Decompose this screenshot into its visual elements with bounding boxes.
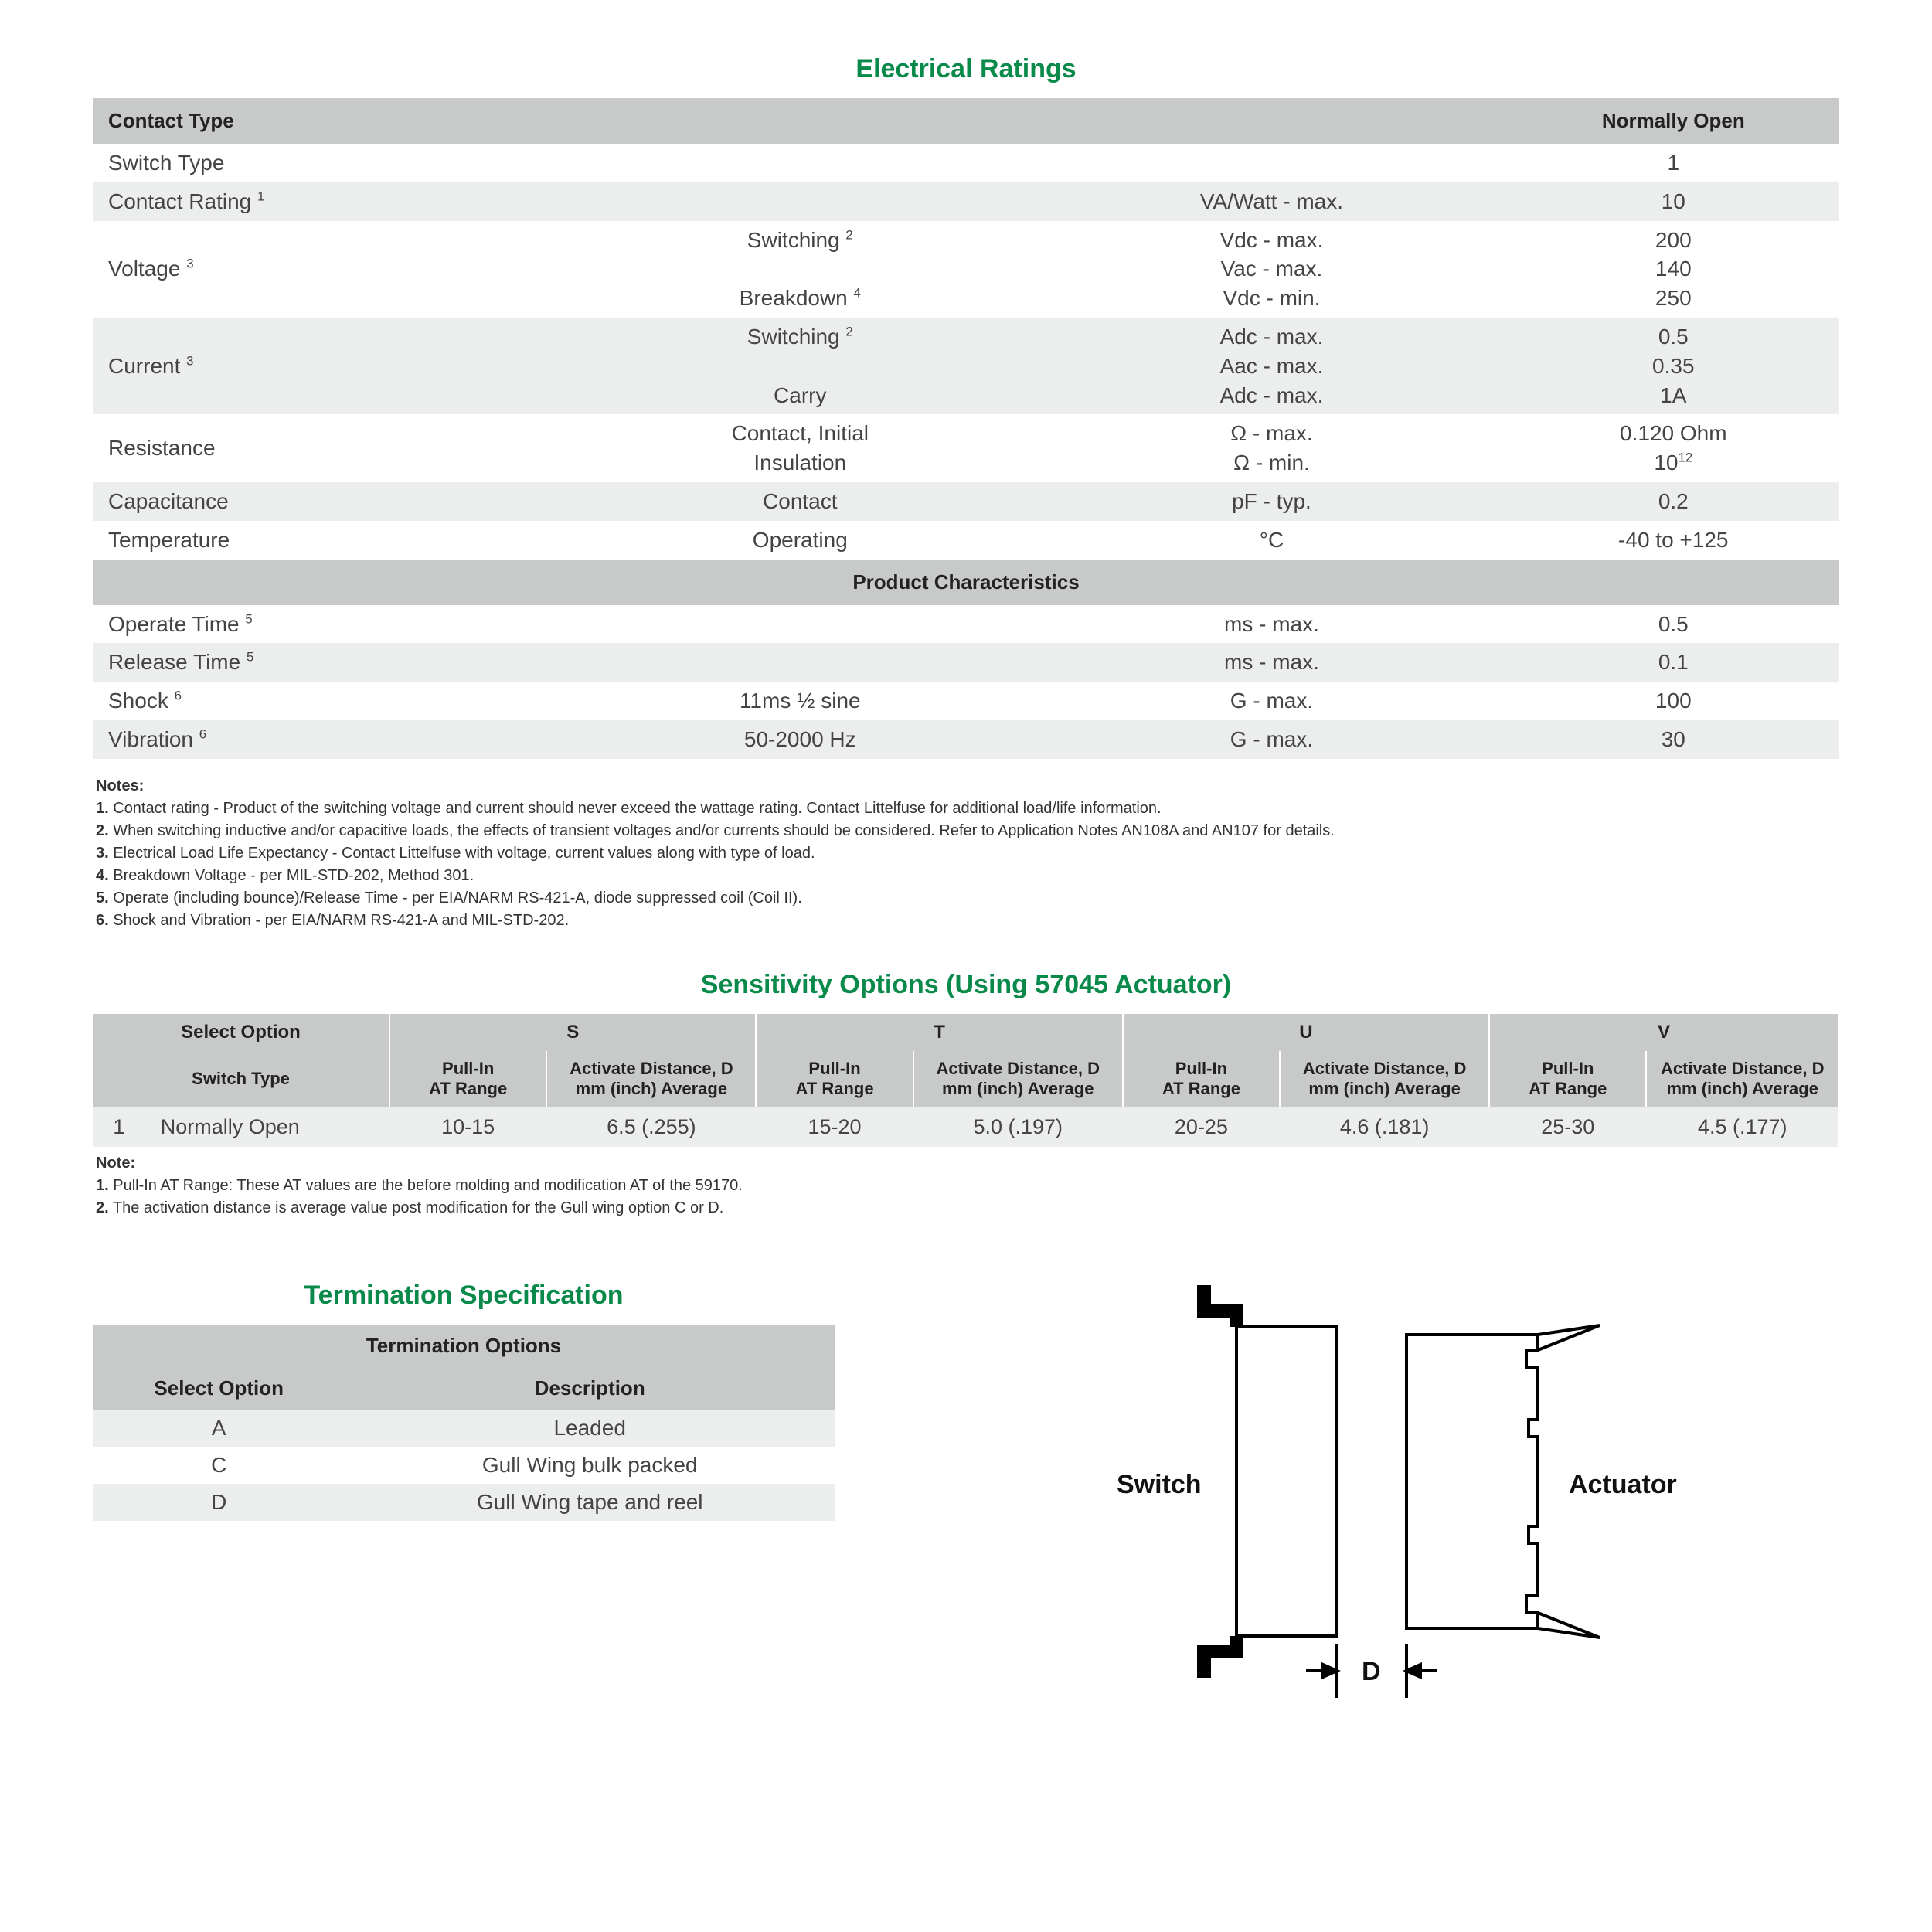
table-row: Release Time 5ms - max.0.1 — [93, 643, 1839, 682]
sensitivity-notes: Note: 1. Pull-In AT Range: These AT valu… — [96, 1153, 1836, 1219]
sens-row-1: 1 Normally Open 10-156.5 (.255) 15-205.0… — [93, 1107, 1838, 1147]
electrical-ratings-title: Electrical Ratings — [93, 54, 1839, 84]
electrical-ratings-table: Contact Type Normally Open Switch Type1C… — [93, 98, 1839, 759]
actuator-label: Actuator — [1569, 1470, 1677, 1499]
sens-opt-s: S — [389, 1014, 756, 1051]
termination-table: Termination Options Select Option Descri… — [93, 1325, 835, 1521]
term-col-select: Select Option — [93, 1367, 345, 1410]
table-row: Current 3Switching 2CarryAdc - max.Aac -… — [93, 318, 1839, 414]
termination-title: Termination Specification — [93, 1281, 835, 1311]
sens-select-option: Select Option — [93, 1014, 389, 1051]
table-row: Shock 611ms ½ sineG - max.100 — [93, 682, 1839, 720]
col-normally-open: Normally Open — [1508, 98, 1839, 144]
term-col-desc: Description — [345, 1367, 835, 1410]
table-row: Vibration 650-2000 HzG - max.30 — [93, 720, 1839, 759]
sens-opt-u: U — [1123, 1014, 1489, 1051]
sens-switch-type: Switch Type — [93, 1051, 389, 1107]
col-contact-type: Contact Type — [93, 98, 1508, 144]
table-row: Voltage 3Switching 2Breakdown 4Vdc - max… — [93, 221, 1839, 318]
electrical-notes: Notes: 1. Contact rating - Product of th… — [96, 776, 1836, 931]
switch-label: Switch — [1117, 1470, 1202, 1499]
sens-dist: Activate Distance, Dmm (inch) Average — [546, 1051, 756, 1107]
table-row: Switch Type1 — [93, 144, 1839, 182]
table-row: ALeaded — [93, 1410, 835, 1447]
sensitivity-title: Sensitivity Options (Using 57045 Actuato… — [93, 970, 1839, 1000]
table-row: DGull Wing tape and reel — [93, 1484, 835, 1521]
sens-opt-v: V — [1489, 1014, 1838, 1051]
sensitivity-table: Select Option S T U V Switch Type Pull-I… — [93, 1014, 1839, 1147]
table-row: CapacitanceContactpF - typ.0.2 — [93, 482, 1839, 521]
sens-pullin: Pull-InAT Range — [389, 1051, 546, 1107]
d-label: D — [1362, 1657, 1381, 1686]
product-characteristics-header: Product Characteristics — [93, 560, 1839, 605]
table-row: Operate Time 5ms - max.0.5 — [93, 605, 1839, 644]
table-row: CGull Wing bulk packed — [93, 1447, 835, 1484]
table-row: TemperatureOperating°C-40 to +125 — [93, 521, 1839, 560]
termination-options-header: Termination Options — [93, 1325, 835, 1367]
sens-opt-t: T — [756, 1014, 1122, 1051]
switch-actuator-diagram: Switch Actuator D — [943, 1257, 1839, 1713]
table-row: ResistanceContact, InitialInsulationΩ - … — [93, 414, 1839, 482]
table-row: Contact Rating 1VA/Watt - max.10 — [93, 182, 1839, 221]
